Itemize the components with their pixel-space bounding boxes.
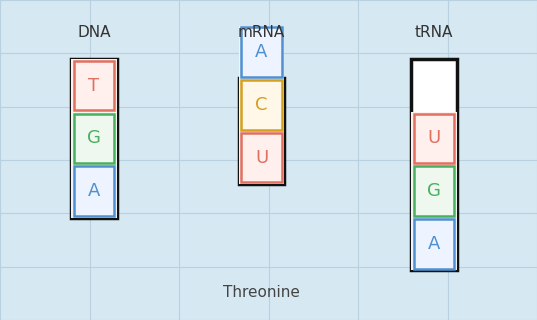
Text: DNA: DNA [77, 25, 111, 39]
Bar [242, 27, 281, 77]
Text: U: U [427, 129, 440, 148]
Text: mRNA: mRNA [238, 25, 285, 39]
Bar [238, 26, 285, 78]
Text: Threonine: Threonine [223, 285, 300, 300]
Bar [414, 114, 454, 163]
Bar [74, 166, 114, 216]
Bar [411, 59, 456, 270]
Bar [242, 133, 281, 182]
Bar [411, 112, 456, 165]
Text: A: A [427, 235, 440, 253]
Bar [411, 218, 456, 270]
Bar [242, 80, 281, 130]
Text: T: T [89, 76, 99, 95]
Bar [74, 61, 114, 110]
Bar [411, 165, 456, 218]
Text: tRNA: tRNA [415, 25, 453, 39]
Bar [71, 112, 117, 165]
Text: A: A [88, 182, 100, 200]
Text: U: U [255, 148, 268, 167]
Bar [414, 219, 454, 269]
Bar [71, 59, 117, 218]
Bar [238, 131, 285, 184]
Bar [71, 59, 117, 112]
Text: C: C [255, 96, 268, 114]
Bar [414, 166, 454, 216]
Text: G: G [427, 182, 441, 200]
Text: A: A [255, 43, 268, 61]
Bar [71, 165, 117, 218]
Bar [238, 78, 285, 131]
Bar [74, 114, 114, 163]
Bar [238, 78, 285, 184]
Text: G: G [87, 129, 101, 148]
